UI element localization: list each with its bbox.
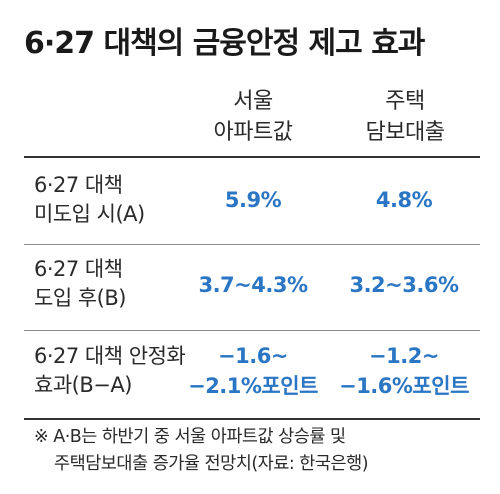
column-header-line: 아파트값 <box>213 120 293 145</box>
footnote-line: 주택담보대출 증가율 전망치(자료: 한국은행) <box>54 454 369 474</box>
value-seoul-apartment: −1.6~ −2.1%포인트 <box>178 341 328 401</box>
row-label-line: 효과(B−A) <box>34 373 132 397</box>
column-header-line: 서울 <box>233 89 273 114</box>
value-line: −1.6~ <box>218 344 288 368</box>
row-label-line: 6·27 대책 <box>34 173 123 197</box>
value-seoul-apartment: 5.9% <box>224 188 282 212</box>
footer-rule <box>24 418 480 420</box>
column-header-line: 주택 <box>385 89 425 114</box>
value-line: −2.1%포인트 <box>188 374 318 398</box>
table-title: 6·27 대책의 금융안정 제고 효과 <box>24 26 425 61</box>
header-rule <box>24 156 480 158</box>
table-row: 6·27 대책 미도입 시(A) 5.9% 4.8% <box>24 160 480 242</box>
column-header-mortgage: 주택 담보대출 <box>340 86 470 148</box>
row-label: 6·27 대책 도입 후(B) <box>34 255 126 313</box>
row-divider <box>24 330 480 331</box>
row-label-line: 6·27 대책 <box>34 257 123 281</box>
footnote: ※ A·B는 하반기 중 서울 아파트값 상승률 및 주택담보대출 증가율 전망… <box>34 424 474 478</box>
value-mortgage: −1.2~ −1.6%포인트 <box>329 341 479 401</box>
row-label-line: 미도입 시(A) <box>34 202 145 226</box>
row-label-line: 도입 후(B) <box>34 286 126 310</box>
value-seoul-apartment: 3.7~4.3% <box>198 273 308 297</box>
value-line: −1.2~ <box>369 344 439 368</box>
column-header-seoul-apartment: 서울 아파트값 <box>188 86 318 148</box>
row-divider <box>24 244 480 245</box>
footnote-line: ※ A·B는 하반기 중 서울 아파트값 상승률 및 <box>34 427 346 447</box>
row-label-line: 6·27 대책 안정화 <box>34 344 186 368</box>
value-line: −1.6%포인트 <box>339 374 469 398</box>
row-label: 6·27 대책 미도입 시(A) <box>34 171 145 229</box>
table-row: 6·27 대책 안정화 효과(B−A) −1.6~ −2.1%포인트 −1.2~… <box>24 332 480 416</box>
value-mortgage: 4.8% <box>375 188 433 212</box>
column-header-line: 담보대출 <box>365 120 445 145</box>
row-label: 6·27 대책 안정화 효과(B−A) <box>34 342 186 400</box>
table-row: 6·27 대책 도입 후(B) 3.7~4.3% 3.2~3.6% <box>24 246 480 328</box>
value-mortgage: 3.2~3.6% <box>349 273 459 297</box>
